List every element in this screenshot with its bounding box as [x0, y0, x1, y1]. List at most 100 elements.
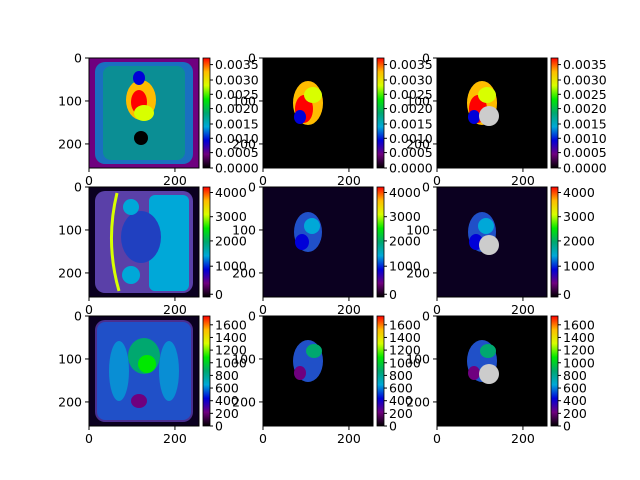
colorbar-tick-label: 0.0015 [563, 117, 607, 132]
colorbar-tick-label: 0.0010 [389, 131, 433, 146]
colorbar-r2-c1 [202, 186, 211, 298]
image-panel-r3-c2 [262, 315, 374, 427]
overlay-disc-r2 [479, 235, 499, 255]
colorbar-tick-label: 400 [389, 393, 413, 408]
y-tick-label: 0 [422, 309, 430, 324]
colorbar-r3-c1 [202, 315, 211, 427]
y-tick-label: 0 [74, 180, 82, 195]
colorbar-tick-label: 3000 [389, 209, 421, 224]
colorbar-tick-label: 1200 [563, 343, 595, 358]
colorbar-tick-label: 1200 [389, 343, 421, 358]
y-tick-label: 0 [248, 309, 256, 324]
colorbar-r2-c2 [376, 186, 385, 298]
colorbar-tick-label: 0.0010 [215, 131, 259, 146]
x-tick-label: 200 [163, 302, 187, 317]
colorbar-tick-label: 3000 [563, 209, 595, 224]
colorbar-tick-label: 600 [563, 381, 587, 396]
y-tick-label: 0 [248, 180, 256, 195]
y-tick-label: 200 [58, 265, 82, 280]
y-tick-label: 200 [232, 136, 256, 151]
colorbar-tick-label: 1400 [215, 330, 247, 345]
y-tick-label: 0 [422, 180, 430, 195]
colorbar-tick-label: 600 [389, 381, 413, 396]
x-tick-label: 200 [511, 302, 535, 317]
colorbar-tick-label: 3000 [215, 209, 247, 224]
colorbar-tick-label: 800 [215, 368, 239, 383]
colorbar-tick-label: 0.0000 [389, 161, 433, 176]
colorbar-tick-label: 2000 [215, 233, 247, 248]
x-tick-label: 0 [85, 302, 93, 317]
colorbar-r3-c2 [376, 315, 385, 427]
y-tick-label: 0 [74, 309, 82, 324]
y-tick-label: 0 [422, 51, 430, 66]
overlay-disc-r1 [479, 106, 499, 126]
colorbar-tick-label: 4000 [563, 185, 595, 200]
colorbar-r1-c1 [202, 57, 211, 169]
y-tick-label: 200 [406, 265, 430, 280]
y-tick-label: 100 [406, 222, 430, 237]
colorbar-tick-label: 800 [389, 368, 413, 383]
x-tick-label: 200 [163, 431, 187, 446]
colorbar-tick-label: 0 [563, 287, 571, 302]
colorbar-tick-label: 4000 [215, 185, 247, 200]
image-panel-r1-c2 [262, 57, 374, 169]
y-tick-label: 100 [58, 93, 82, 108]
image-panel-r3-c3 [436, 315, 548, 427]
overlay-disc-r3 [479, 364, 499, 384]
colorbar-tick-label: 0.0030 [215, 73, 259, 88]
x-tick-label: 200 [337, 173, 361, 188]
image-panel-r2-c1 [88, 186, 200, 298]
colorbar-tick-label: 1000 [563, 355, 595, 370]
colorbar-tick-label: 200 [215, 406, 239, 421]
colorbar-tick-label: 1000 [563, 259, 595, 274]
colorbar-tick-label: 0.0005 [215, 145, 259, 160]
x-tick-label: 200 [163, 173, 187, 188]
colorbar-r1-c3 [550, 57, 559, 169]
y-tick-label: 200 [232, 394, 256, 409]
colorbar-tick-label: 0.0030 [563, 73, 607, 88]
x-tick-label: 0 [433, 431, 441, 446]
x-tick-label: 0 [433, 302, 441, 317]
x-tick-label: 0 [85, 173, 93, 188]
image-panel-r1-c1 [88, 57, 200, 169]
colorbar-tick-label: 1400 [563, 330, 595, 345]
colorbar-tick-label: 0.0025 [389, 87, 433, 102]
y-tick-label: 100 [406, 351, 430, 366]
colorbar-tick-label: 0.0000 [215, 161, 259, 176]
colorbar-r1-c2 [376, 57, 385, 169]
image-panel-r2-c3 [436, 186, 548, 298]
colorbar-r2-c3 [550, 186, 559, 298]
y-tick-label: 100 [232, 351, 256, 366]
colorbar-tick-label: 0.0005 [389, 145, 433, 160]
x-tick-label: 0 [259, 302, 267, 317]
colorbar-tick-label: 200 [563, 406, 587, 421]
y-tick-label: 200 [406, 136, 430, 151]
colorbar-tick-label: 400 [215, 393, 239, 408]
image-panel-r3-c1 [88, 315, 200, 427]
image-panel-r1-c3 [436, 57, 548, 169]
colorbar-tick-label: 2000 [389, 233, 421, 248]
colorbar-tick-label: 0.0035 [389, 57, 433, 72]
colorbar-tick-label: 0.0030 [389, 73, 433, 88]
y-tick-label: 100 [58, 222, 82, 237]
x-tick-label: 200 [511, 431, 535, 446]
colorbar-tick-label: 0.0010 [563, 131, 607, 146]
colorbar-tick-label: 1000 [389, 355, 421, 370]
y-tick-label: 200 [58, 394, 82, 409]
colorbar-tick-label: 0.0020 [389, 101, 433, 116]
colorbar-tick-label: 4000 [389, 185, 421, 200]
y-tick-label: 100 [406, 93, 430, 108]
colorbar-tick-label: 0.0015 [215, 117, 259, 132]
colorbar-r3-c3 [550, 315, 559, 427]
colorbar-tick-label: 600 [215, 381, 239, 396]
colorbar-tick-label: 0 [563, 419, 571, 434]
colorbar-tick-label: 0.0005 [563, 145, 607, 160]
colorbar-tick-label: 0.0035 [563, 57, 607, 72]
x-tick-label: 200 [337, 302, 361, 317]
colorbar-tick-label: 0.0025 [563, 87, 607, 102]
colorbar-tick-label: 1600 [563, 317, 595, 332]
colorbar-tick-label: 1400 [389, 330, 421, 345]
colorbar-tick-label: 0 [215, 419, 223, 434]
y-tick-label: 200 [232, 265, 256, 280]
